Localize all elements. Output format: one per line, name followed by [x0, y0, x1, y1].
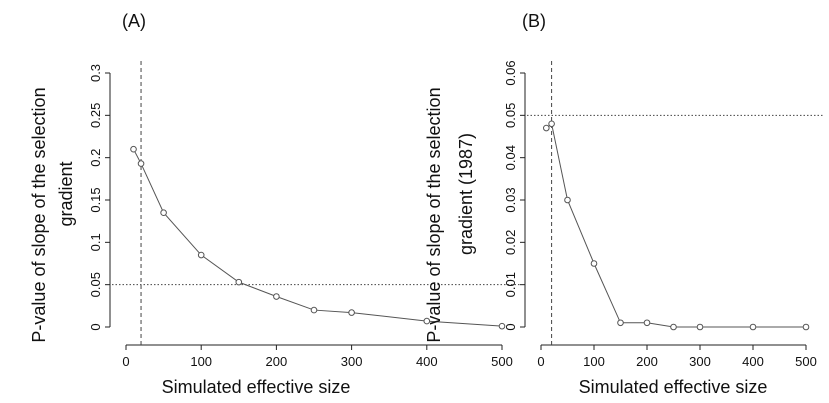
panel-label-b: (B) — [522, 11, 546, 31]
data-point — [348, 309, 355, 316]
series-line — [545, 122, 806, 328]
y-axis-label-b-line1: P-value of slope of the selection — [424, 87, 444, 342]
x-tick-label: 400 — [742, 354, 764, 369]
data-point — [590, 260, 598, 267]
axes-a: 0 100 200 300 400 500 0 0.05 0.1 0.15 0.2 0.25 0.3 — [88, 64, 513, 369]
x-tick-label: 200 — [636, 354, 658, 369]
y-axis-label-a-line2: gradient — [56, 161, 76, 226]
series-b — [543, 120, 810, 331]
y-tick-label: 0 — [88, 323, 103, 330]
y-tick-label: 0.15 — [88, 187, 103, 212]
reference-lines-a — [112, 61, 520, 345]
y-tick-label: 0.2 — [88, 149, 103, 167]
x-tick-label: 400 — [416, 354, 438, 369]
series-a — [130, 145, 506, 330]
y-tick-label: 0.05 — [88, 272, 103, 297]
x-tick-label: 0 — [122, 354, 129, 369]
data-point — [235, 278, 243, 286]
y-tick-label: 0.02 — [503, 230, 518, 255]
data-point — [564, 196, 571, 204]
y-axis-label-a-line1: P-value of slope of the selection — [29, 87, 49, 342]
chart-panel-b: (B) P-value of slope of the selection gr… — [424, 11, 824, 397]
y-tick-label: 0.03 — [503, 187, 518, 212]
x-axis-label-b: Simulated effective size — [579, 377, 768, 397]
y-axis-label-b-line2: gradient (1987) — [456, 133, 476, 255]
reference-lines-b — [527, 61, 824, 345]
panel-label-a: (A) — [122, 11, 146, 31]
chart-panel-a: (A) P-value of slope of the selection gr… — [29, 11, 520, 397]
data-point — [670, 323, 677, 331]
data-point — [137, 160, 145, 167]
data-point — [548, 120, 555, 128]
data-point — [197, 251, 205, 259]
series-line — [133, 148, 503, 327]
x-tick-label: 100 — [583, 354, 605, 369]
y-tick-label: 0.04 — [503, 145, 518, 170]
y-tick-label: 0.05 — [503, 103, 518, 128]
data-point — [423, 317, 431, 325]
y-tick-label: 0.3 — [88, 64, 103, 82]
y-tick-label: 0 — [503, 323, 518, 330]
data-point — [696, 323, 704, 331]
y-tick-label: 0.1 — [88, 233, 103, 251]
x-tick-label: 300 — [341, 354, 363, 369]
x-tick-label: 200 — [266, 354, 288, 369]
x-tick-label: 500 — [491, 354, 513, 369]
data-point — [617, 319, 624, 327]
data-point — [543, 124, 550, 132]
y-tick-label: 0.25 — [88, 103, 103, 128]
data-point — [310, 306, 318, 314]
y-tick-label: 0.01 — [503, 272, 518, 297]
data-point — [643, 319, 651, 327]
data-point — [160, 209, 167, 216]
data-point — [749, 323, 757, 331]
x-tick-label: 300 — [689, 354, 711, 369]
axes-b: 0 100 200 300 400 500 0 0.01 0.02 0.03 0.04 0.05 0.0… — [503, 60, 817, 369]
data-point — [130, 145, 137, 153]
y-tick-label: 0.06 — [503, 60, 518, 85]
x-tick-label: 100 — [190, 354, 212, 369]
x-axis-label-a: Simulated effective size — [162, 377, 351, 397]
x-tick-label: 0 — [537, 354, 544, 369]
data-point — [802, 323, 810, 331]
data-point — [273, 293, 280, 300]
data-point — [498, 322, 506, 330]
x-tick-label: 500 — [795, 354, 817, 369]
